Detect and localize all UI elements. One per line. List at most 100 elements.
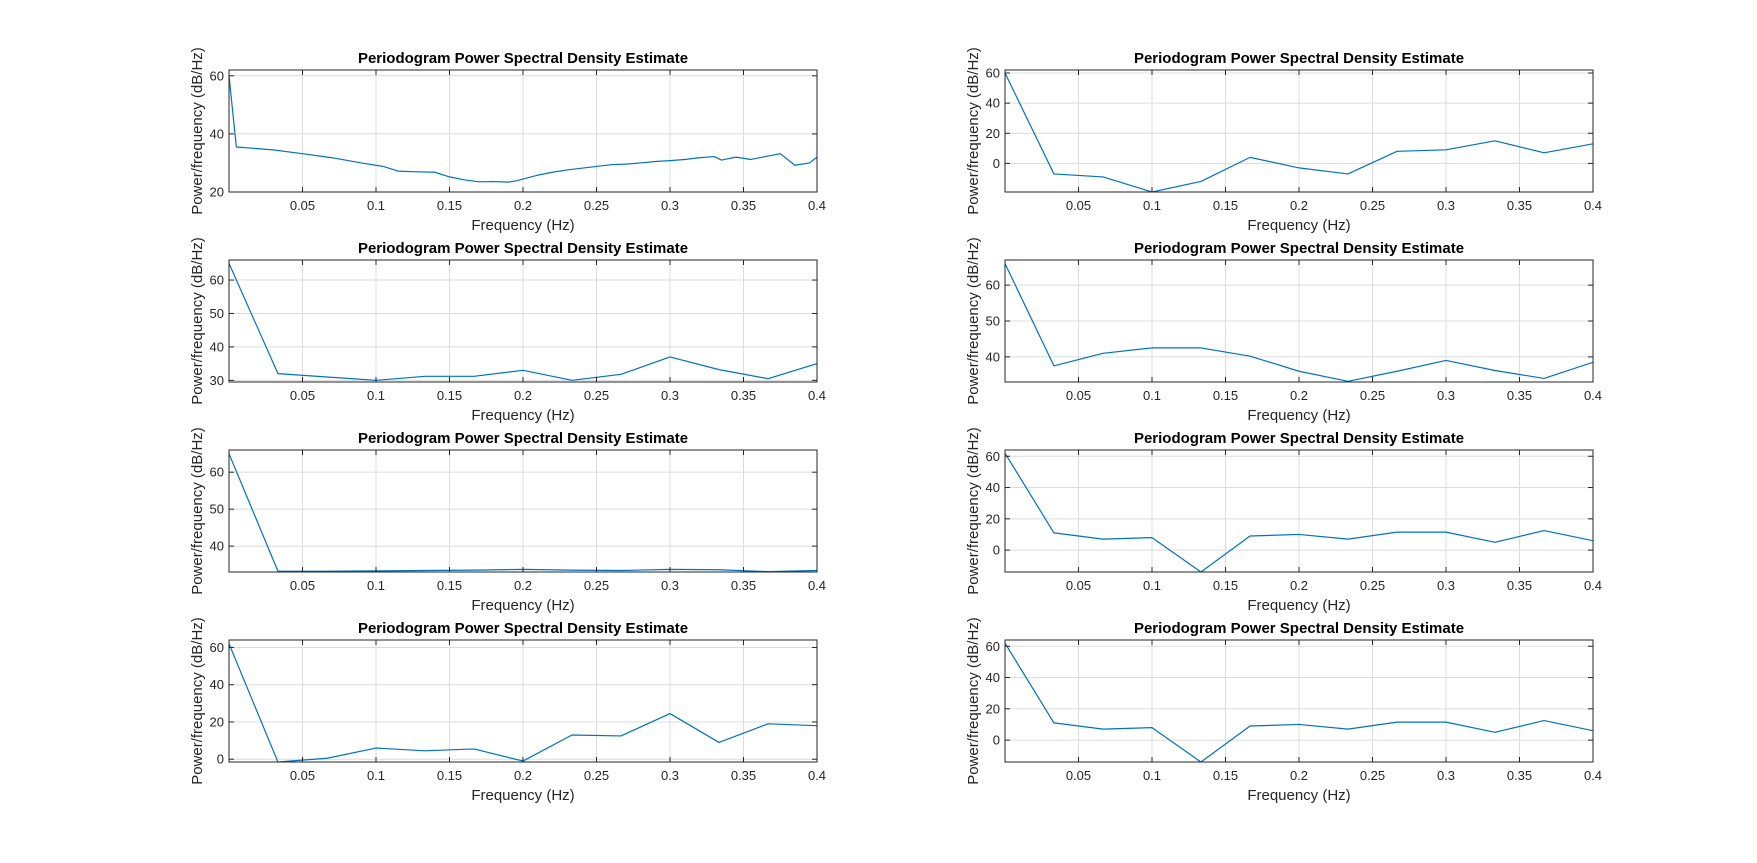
x-tick-label: 0.25 [1360,388,1385,403]
x-tick-label: 0.05 [1066,388,1091,403]
x-tick-label: 0.2 [514,768,532,783]
x-tick-label: 0.2 [514,578,532,593]
x-tick-label: 0.1 [367,578,385,593]
x-tick-label: 0.2 [514,198,532,213]
x-tick-label: 0.4 [808,768,826,783]
x-tick-label: 0.15 [437,388,462,403]
x-tick-label: 0.2 [514,388,532,403]
x-tick-label: 0.05 [290,198,315,213]
x-tick-label: 0.05 [1066,198,1091,213]
y-tick-label: 40 [210,126,224,141]
y-tick-label: 0 [217,752,224,767]
y-tick-label: 20 [986,511,1000,526]
x-axis-label: Frequency (Hz) [471,407,574,424]
x-tick-label: 0.4 [1584,768,1602,783]
chart-title: Periodogram Power Spectral Density Estim… [1134,50,1464,67]
y-axis-label: Power/frequency (dB/Hz) [189,237,206,405]
y-tick-label: 50 [986,314,1000,329]
chart-title: Periodogram Power Spectral Density Estim… [1134,430,1464,447]
x-tick-label: 0.35 [1507,388,1532,403]
y-tick-label: 50 [210,502,224,517]
y-tick-label: 20 [210,714,224,729]
x-tick-label: 0.4 [808,198,826,213]
series-line-1 [1005,263,1593,382]
x-tick-label: 0.15 [1213,388,1238,403]
x-tick-label: 0.05 [1066,578,1091,593]
x-tick-label: 0.4 [1584,388,1602,403]
x-tick-label: 0.15 [437,768,462,783]
x-axis-label: Frequency (Hz) [1247,407,1350,424]
x-axis-label: Frequency (Hz) [471,217,574,234]
x-tick-label: 0.1 [367,768,385,783]
x-tick-label: 0.1 [1143,388,1161,403]
x-tick-label: 0.15 [437,198,462,213]
chart-panel-2: 0.05 0.1 0.15 0.2 0.25 0.3 0.35 0.4 0 20 40 60 Perio… [965,47,1602,234]
y-tick-label: 60 [986,449,1000,464]
y-tick-label: 0 [993,543,1000,558]
y-tick-label: 60 [210,68,224,83]
y-tick-label: 60 [210,640,224,655]
chart-panel-8: 0.05 0.1 0.15 0.2 0.25 0.3 0.35 0.4 0 20 40 60 Perio… [965,617,1602,804]
series-line-1 [1005,452,1593,572]
x-axis-label: Frequency (Hz) [1247,217,1350,234]
y-tick-label: 60 [210,465,224,480]
y-axis-label: Power/frequency (dB/Hz) [965,617,982,785]
y-tick-label: 50 [210,306,224,321]
x-tick-label: 0.35 [731,578,756,593]
x-tick-label: 0.2 [1290,578,1308,593]
x-tick-label: 0.05 [290,388,315,403]
x-tick-label: 0.4 [808,388,826,403]
x-tick-label: 0.1 [367,198,385,213]
chart-panel-5: 0.05 0.1 0.15 0.2 0.25 0.3 0.35 0.4 40 50 60 Period… [189,427,826,614]
y-axis-label: Power/frequency (dB/Hz) [965,47,982,215]
x-tick-label: 0.2 [1290,198,1308,213]
chart-panel-1: 0.05 0.1 0.15 0.2 0.25 0.3 0.35 0.4 20 40 60 Period… [189,47,826,234]
chart-panel-3: 0.05 0.1 0.15 0.2 0.25 0.3 0.35 0.4 30 40 50 60 Peri… [189,237,826,424]
x-tick-label: 0.3 [1437,578,1455,593]
y-axis-label: Power/frequency (dB/Hz) [965,427,982,595]
y-tick-label: 60 [986,639,1000,654]
y-tick-label: 20 [986,701,1000,716]
x-tick-label: 0.15 [1213,768,1238,783]
x-tick-label: 0.05 [290,578,315,593]
y-tick-label: 40 [986,96,1000,111]
x-tick-label: 0.3 [661,388,679,403]
x-tick-label: 0.25 [584,198,609,213]
x-tick-label: 0.4 [808,578,826,593]
y-tick-label: 20 [210,185,224,200]
x-axis-label: Frequency (Hz) [1247,597,1350,614]
chart-title: Periodogram Power Spectral Density Estim… [358,240,688,257]
x-tick-label: 0.35 [731,388,756,403]
y-tick-label: 40 [210,339,224,354]
x-tick-label: 0.25 [584,578,609,593]
x-tick-label: 0.1 [1143,198,1161,213]
series-line-1 [1005,642,1593,762]
y-tick-label: 40 [210,677,224,692]
y-tick-label: 60 [210,273,224,288]
chart-title: Periodogram Power Spectral Density Estim… [358,430,688,447]
series-line-1 [229,263,817,381]
x-axis-label: Frequency (Hz) [471,787,574,804]
y-tick-label: 40 [986,670,1000,685]
x-tick-label: 0.25 [584,388,609,403]
x-tick-label: 0.1 [367,388,385,403]
x-tick-label: 0.3 [661,768,679,783]
x-tick-label: 0.35 [731,768,756,783]
x-tick-label: 0.15 [437,578,462,593]
y-tick-label: 0 [993,733,1000,748]
x-tick-label: 0.25 [1360,768,1385,783]
y-tick-label: 40 [210,539,224,554]
chart-title: Periodogram Power Spectral Density Estim… [1134,620,1464,637]
y-tick-label: 0 [993,156,1000,171]
chart-title: Periodogram Power Spectral Density Estim… [358,620,688,637]
x-tick-label: 0.1 [1143,768,1161,783]
x-axis-label: Frequency (Hz) [1247,787,1350,804]
chart-panel-7: 0.05 0.1 0.15 0.2 0.25 0.3 0.35 0.4 0 20 40 60 Perio… [189,617,826,804]
chart-title: Periodogram Power Spectral Density Estim… [1134,240,1464,257]
x-tick-label: 0.3 [1437,388,1455,403]
y-axis-label: Power/frequency (dB/Hz) [189,427,206,595]
x-tick-label: 0.3 [1437,768,1455,783]
x-tick-label: 0.35 [1507,198,1532,213]
series-line-1 [229,75,817,183]
